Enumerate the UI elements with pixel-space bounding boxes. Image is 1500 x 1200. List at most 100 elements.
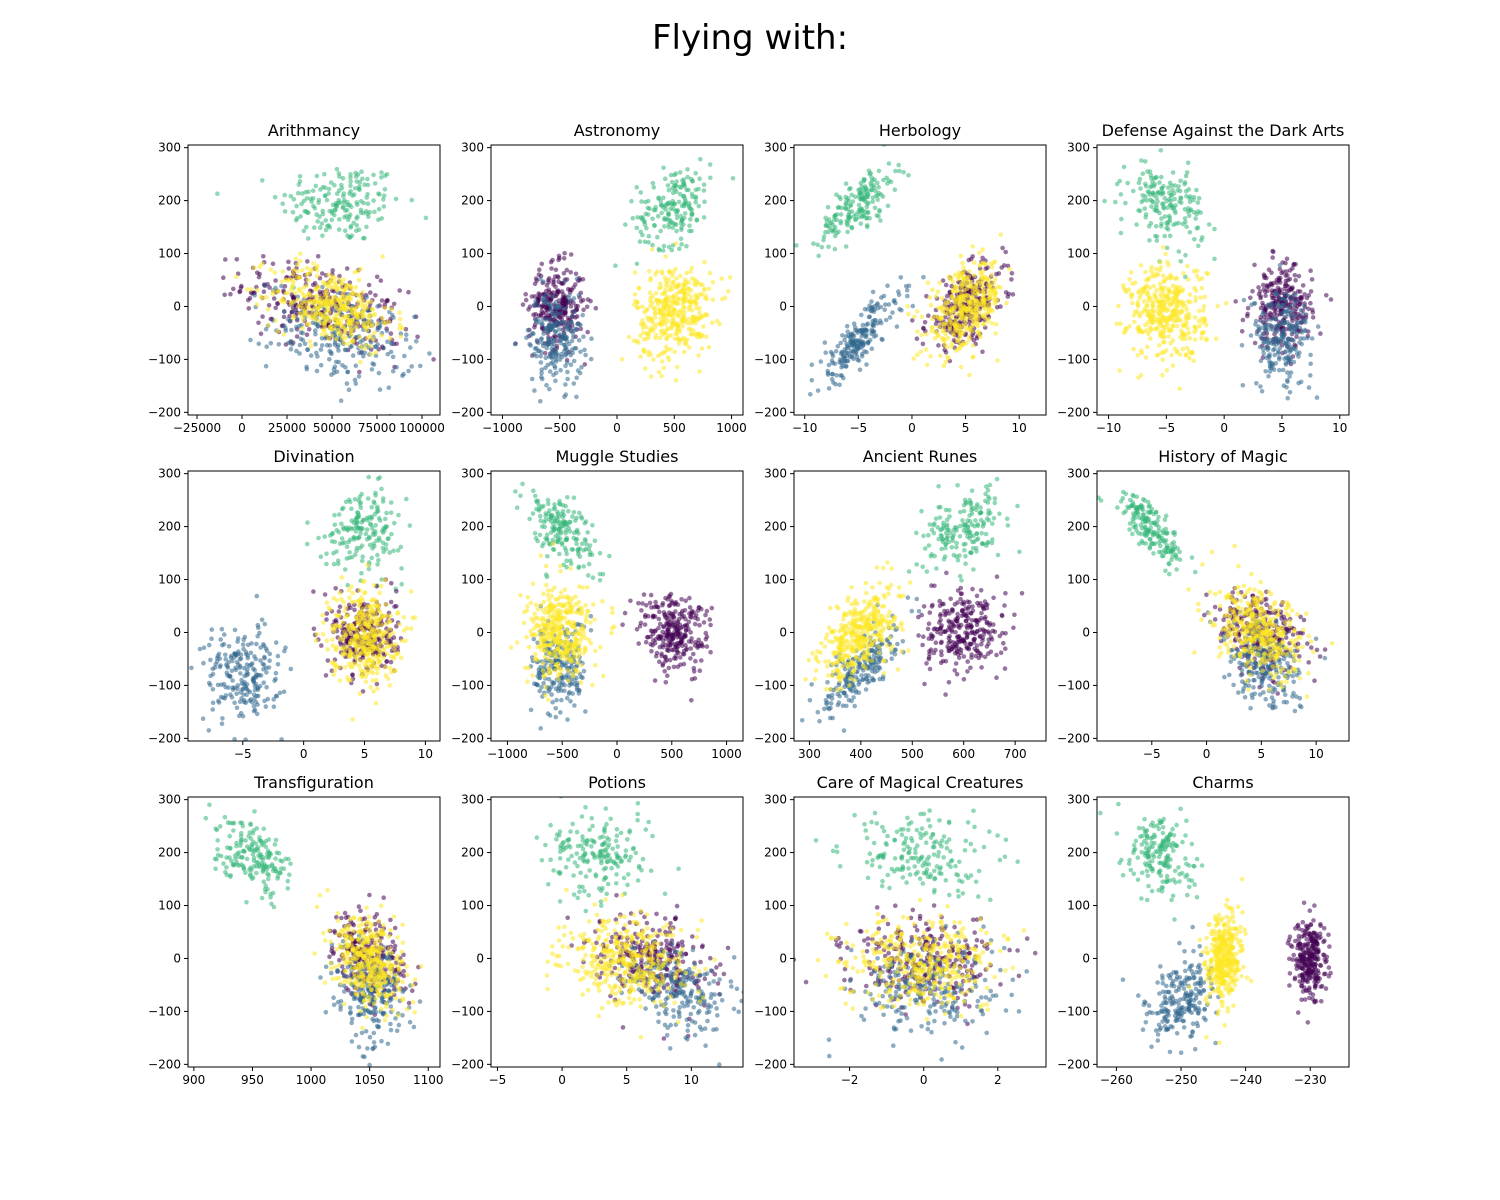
point-green [372,209,377,215]
point-blue [447,327,452,332]
point-purple [267,285,272,290]
point-yellow [943,359,949,365]
point-yellow [309,312,315,317]
point-purple [368,290,373,295]
point-yellow [948,317,953,323]
point-yellow [970,343,976,348]
point-blue [565,327,571,333]
point-blue [869,327,875,333]
point-yellow [1155,272,1160,277]
point-purple [1271,249,1276,255]
point-blue [248,697,254,702]
point-blue [265,696,271,702]
point-blue [855,357,860,363]
point-yellow [1189,349,1195,355]
point-yellow [342,294,348,300]
point-blue [237,699,243,704]
point-blue [571,381,577,386]
point-yellow [1170,283,1176,289]
point-green [872,177,877,182]
x-tick-label: 1000 [716,421,747,435]
point-green [885,203,891,209]
point-yellow [642,366,648,371]
point-blue [536,340,541,346]
point-yellow [1166,288,1171,294]
point-yellow [1177,386,1182,392]
point-green [669,247,675,253]
point-green [367,514,373,520]
point-purple [245,297,251,303]
point-purple [539,261,545,267]
point-yellow [1159,299,1165,304]
point-yellow [986,287,991,293]
point-green [1162,195,1167,201]
point-blue [524,335,529,341]
point-blue [319,343,325,348]
point-purple [983,266,989,272]
point-blue [564,360,570,365]
point-blue [279,283,284,289]
point-purple [1282,286,1287,292]
point-purple [523,297,529,303]
point-blue [563,382,568,387]
point-blue [261,642,266,647]
point-purple [261,253,266,259]
point-purple [366,282,372,288]
point-blue [240,642,246,647]
point-blue [829,358,835,364]
point-green [351,220,357,226]
point-purple [273,278,278,283]
point-yellow [318,312,323,317]
point-purple [523,292,528,297]
point-yellow [706,344,712,350]
point-yellow [966,269,972,274]
point-blue [848,331,854,337]
point-green [313,183,319,189]
point-blue [261,662,267,668]
point-blue [377,387,383,392]
point-blue [826,362,832,368]
point-yellow [1130,281,1135,287]
point-yellow [947,324,953,330]
point-blue [244,692,249,698]
point-green [303,209,309,214]
point-yellow [944,344,950,350]
point-yellow [949,344,954,350]
point-yellow [304,283,309,289]
point-yellow [963,297,968,303]
point-blue [535,302,540,308]
point-green [354,179,360,184]
point-blue [249,641,254,646]
point-purple [561,271,567,276]
y-tick-label: −200 [1057,405,1090,419]
point-yellow [1193,288,1199,294]
point-yellow [664,336,670,342]
point-yellow [935,289,941,295]
point-green [388,510,394,515]
point-blue [822,340,828,345]
point-blue [244,686,250,692]
point-green [352,497,358,502]
point-blue [214,659,220,664]
point-yellow [1149,308,1155,313]
point-blue [356,350,362,356]
x-tick-label: 10 [1332,421,1347,435]
point-blue [313,341,318,347]
y-tick-label: −100 [451,352,484,366]
point-green [314,173,320,179]
point-blue [201,660,206,666]
point-green [320,233,325,238]
point-green [870,199,875,204]
point-green [360,176,365,182]
point-yellow [326,295,331,301]
x-tick-label: −5 [849,421,867,435]
point-yellow [337,301,343,307]
point-blue [1290,302,1296,308]
point-blue [1290,323,1295,329]
point-yellow [993,277,998,282]
point-green [875,197,880,202]
point-blue [245,666,250,672]
point-green [386,536,391,541]
point-green [861,176,867,182]
point-blue [332,364,338,370]
